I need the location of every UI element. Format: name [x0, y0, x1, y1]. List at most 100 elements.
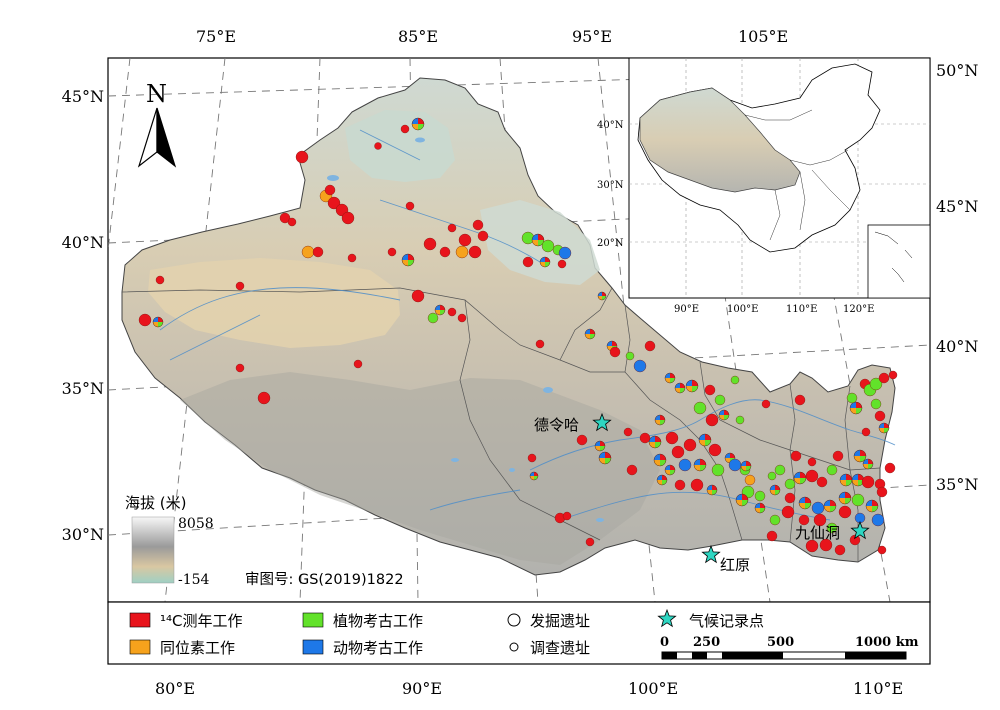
elevation-max-label: 8058 [178, 516, 214, 532]
climate-record-points [592, 412, 870, 564]
site-marker [805, 539, 819, 553]
elevation-min-label: -154 [178, 572, 210, 588]
site-marker [683, 438, 697, 452]
lon-label-top-85: 85°E [398, 27, 438, 46]
site-marker [685, 379, 699, 393]
legend-climate-star [657, 608, 677, 628]
site-marker [353, 359, 363, 369]
site-marker [754, 502, 766, 514]
site-marker [529, 471, 539, 481]
lat-label-right-50: 50°N [936, 61, 978, 80]
site-marker [714, 394, 726, 406]
lat-label-left-30: 30°N [62, 525, 104, 544]
site-marker [769, 484, 781, 496]
hongyuan-label: 红原 [720, 556, 750, 574]
site-marker [411, 117, 425, 131]
site-marker [257, 391, 271, 405]
site-marker [869, 377, 883, 391]
site-marker [539, 256, 551, 268]
site-marker [327, 196, 341, 210]
lon-label-top-95: 95°E [572, 27, 612, 46]
site-marker [849, 401, 863, 415]
site-marker [851, 493, 865, 507]
scale-tick-500: 500 [767, 635, 794, 650]
site-marker [674, 479, 686, 491]
inset-lon-label-100: 100°E [727, 304, 758, 315]
site-marker [347, 253, 357, 263]
site-marker [690, 478, 704, 492]
lat-labels-right: 50°N 45°N 40°N 35°N [936, 61, 978, 494]
legend-surveyed-label: 调查遗址 [530, 639, 590, 657]
site-marker [535, 339, 545, 349]
lon-label-top-75: 75°E [196, 27, 236, 46]
site-marker [888, 370, 898, 380]
site-marker [664, 372, 676, 384]
delingha-star [592, 412, 612, 432]
site-marker [301, 245, 315, 259]
site-marker [766, 530, 778, 542]
site-marker [447, 307, 457, 317]
site-marker [878, 422, 890, 434]
site-marker [665, 431, 679, 445]
site-marker [557, 259, 567, 269]
site-marker [846, 392, 858, 404]
site-marker [805, 469, 819, 483]
legend-surveyed-symbol [509, 642, 519, 652]
site-marker [434, 304, 446, 316]
site-marker [728, 458, 742, 472]
site-marker [405, 201, 415, 211]
site-marker [793, 471, 807, 485]
inset-lon-label-110: 110°E [786, 304, 817, 315]
site-marker [826, 522, 838, 534]
site-marker [781, 505, 795, 519]
site-marker [693, 401, 707, 415]
lon-label-top-105: 105°E [738, 27, 788, 46]
site-marker [706, 484, 718, 496]
inset-study-region [639, 87, 801, 193]
site-marker [562, 511, 572, 521]
site-marker [876, 486, 888, 498]
site-marker [472, 219, 484, 231]
inset-lat-label-40: 40°N [597, 120, 624, 131]
site-marker [693, 458, 707, 472]
site-marker [861, 427, 871, 437]
site-marker [522, 256, 534, 268]
site-marker [794, 394, 806, 406]
site-marker [823, 499, 837, 513]
legend-panel: ¹⁴C测年工作 同位素工作 植物考古工作 动物考古工作 发掘遗址 调查遗址 气候… [107, 601, 931, 665]
site-marker [826, 464, 838, 476]
sites-layer [138, 117, 898, 556]
site-marker [653, 453, 667, 467]
site-marker [235, 281, 245, 291]
site-marker [819, 538, 833, 552]
legend-isotope-swatch [129, 639, 151, 655]
site-marker [447, 223, 457, 233]
site-marker [455, 245, 469, 259]
north-arrow-label: N [146, 80, 167, 108]
site-marker [705, 413, 719, 427]
approval-number: 审图号: GS(2019)1822 [245, 571, 404, 588]
elevation-legend: 海拔 (米) 8058 -154 [125, 494, 214, 588]
site-marker [877, 545, 887, 555]
site-marker [834, 544, 846, 556]
site-marker [324, 184, 336, 196]
site-marker [597, 291, 607, 301]
site-marker [439, 246, 451, 258]
site-marker [468, 245, 482, 259]
scale-bar: 0 250 500 1000 km [660, 635, 919, 660]
legend-excavated-symbol [507, 613, 521, 627]
site-marker [411, 289, 425, 303]
site-marker [811, 501, 825, 515]
site-marker [664, 464, 676, 476]
site-marker [401, 253, 415, 267]
site-marker [152, 316, 164, 328]
site-marker [813, 513, 827, 527]
site-marker [871, 513, 885, 527]
scale-tick-1000: 1000 km [855, 635, 919, 650]
site-marker [735, 493, 749, 507]
site-marker [374, 142, 382, 150]
hongyuan-star [701, 544, 721, 564]
junggar-basin [345, 110, 455, 182]
site-marker [155, 275, 165, 285]
site-marker [865, 499, 879, 513]
